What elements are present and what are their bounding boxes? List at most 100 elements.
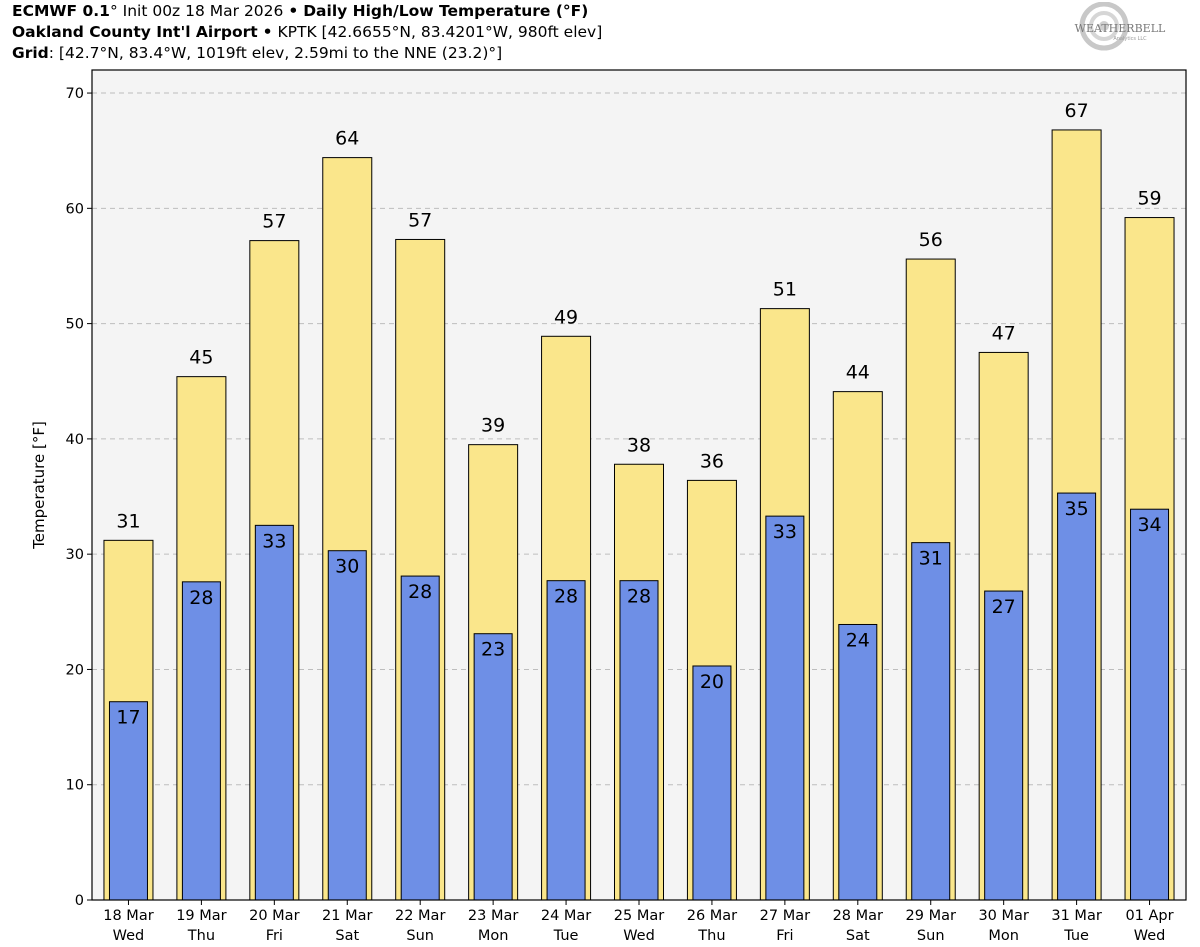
x-tick-date: 28 Mar bbox=[833, 908, 883, 924]
y-tick-label: 20 bbox=[66, 662, 84, 678]
low-bar bbox=[327, 550, 367, 901]
x-tick-date: 21 Mar bbox=[322, 908, 372, 924]
station-info: KPTK [42.6655°N, 83.4201°W, 980ft elev] bbox=[277, 23, 603, 41]
grid-label: Grid bbox=[12, 44, 49, 62]
x-tick-weekday: Fri bbox=[776, 928, 793, 944]
x-tick-weekday: Wed bbox=[1134, 928, 1166, 944]
high-value-label: 49 bbox=[554, 306, 578, 328]
low-bar bbox=[546, 580, 586, 901]
high-value-label: 57 bbox=[262, 211, 286, 233]
y-tick-label: 70 bbox=[66, 86, 84, 102]
weatherbell-logo: WEATHERBELL Analytics LLC bbox=[1075, 2, 1166, 51]
high-value-label: 59 bbox=[1137, 188, 1161, 210]
y-axis: 0 10 20 30 40 50 60 70 bbox=[66, 86, 92, 909]
x-tick-date: 22 Mar bbox=[395, 908, 445, 924]
low-value-label: 28 bbox=[627, 586, 651, 608]
x-tick-date: 24 Mar bbox=[541, 908, 591, 924]
high-value-label: 31 bbox=[116, 510, 140, 532]
low-value-label: 30 bbox=[335, 556, 359, 578]
chart-header-line-1: ECMWF 0.1° Init 00z 18 Mar 2026 • Daily … bbox=[12, 0, 588, 22]
low-value-label: 34 bbox=[1137, 514, 1161, 536]
model-degree-mark: ° bbox=[109, 2, 118, 20]
low-value-label: 28 bbox=[189, 587, 213, 609]
x-tick-weekday: Thu bbox=[187, 928, 215, 944]
y-tick-label: 40 bbox=[66, 432, 84, 448]
init-time: Init 00z 18 Mar 2026 bbox=[122, 2, 284, 20]
low-value-label: 35 bbox=[1065, 498, 1089, 520]
low-value-label: 28 bbox=[554, 586, 578, 608]
x-tick-weekday: Mon bbox=[988, 928, 1019, 944]
x-tick-date: 27 Mar bbox=[760, 908, 810, 924]
y-tick-label: 60 bbox=[66, 201, 84, 217]
header-bullet-2: • bbox=[262, 23, 273, 41]
low-bar bbox=[619, 580, 659, 901]
high-value-label: 47 bbox=[992, 322, 1016, 344]
low-bar bbox=[181, 581, 221, 901]
chart-header-line-3: Grid: [42.7°N, 83.4°W, 1019ft elev, 2.59… bbox=[12, 42, 502, 64]
chart-title: Daily High/Low Temperature (°F) bbox=[303, 2, 589, 20]
x-tick-date: 31 Mar bbox=[1051, 908, 1101, 924]
low-bar bbox=[473, 633, 513, 901]
low-value-label: 24 bbox=[846, 629, 870, 651]
high-value-label: 67 bbox=[1065, 100, 1089, 122]
low-value-label: 20 bbox=[700, 671, 724, 693]
high-value-label: 44 bbox=[846, 362, 870, 384]
logo-subtext: Analytics LLC bbox=[1113, 36, 1147, 42]
x-tick-weekday: Wed bbox=[623, 928, 655, 944]
high-value-label: 45 bbox=[189, 347, 213, 369]
x-tick-date: 23 Mar bbox=[468, 908, 518, 924]
station-name: Oakland County Int'l Airport bbox=[12, 23, 258, 41]
x-tick-weekday: Sun bbox=[917, 928, 945, 944]
bars bbox=[103, 129, 1175, 901]
y-tick-label: 50 bbox=[66, 317, 84, 333]
logo-swirl-icon bbox=[1079, 2, 1129, 51]
x-tick-weekday: Tue bbox=[553, 928, 579, 944]
low-bar bbox=[984, 590, 1024, 901]
low-bar bbox=[765, 515, 805, 901]
high-value-label: 51 bbox=[773, 279, 797, 301]
x-tick-date: 30 Mar bbox=[978, 908, 1028, 924]
x-tick-date: 26 Mar bbox=[687, 908, 737, 924]
x-tick-weekday: Thu bbox=[697, 928, 725, 944]
low-value-label: 31 bbox=[919, 548, 943, 570]
low-bar bbox=[911, 542, 951, 901]
low-value-label: 27 bbox=[992, 596, 1016, 618]
x-tick-weekday: Wed bbox=[113, 928, 145, 944]
high-value-label: 38 bbox=[627, 434, 651, 456]
x-tick-date: 25 Mar bbox=[614, 908, 664, 924]
low-bar bbox=[1057, 492, 1097, 901]
low-value-label: 33 bbox=[262, 530, 286, 552]
x-tick-date: 18 Mar bbox=[103, 908, 153, 924]
model-name: ECMWF 0.1 bbox=[12, 2, 110, 20]
chart-header-line-2: Oakland County Int'l Airport • KPTK [42.… bbox=[12, 21, 602, 43]
x-tick-date: 19 Mar bbox=[176, 908, 226, 924]
y-tick-label: 10 bbox=[66, 778, 84, 794]
x-axis: 18 Mar Wed 19 Mar Thu 20 Mar Fri 21 Mar Sat 22 M… bbox=[103, 900, 1174, 944]
y-tick-label: 0 bbox=[75, 893, 84, 909]
x-tick-date: 01 Apr bbox=[1125, 908, 1173, 924]
x-tick-date: 20 Mar bbox=[249, 908, 299, 924]
low-value-label: 23 bbox=[481, 639, 505, 661]
low-bar bbox=[254, 524, 294, 901]
y-tick-label: 30 bbox=[66, 547, 84, 563]
x-tick-weekday: Sat bbox=[335, 928, 359, 944]
low-bar bbox=[838, 623, 878, 901]
x-tick-weekday: Fri bbox=[266, 928, 283, 944]
logo-text: WEATHERBELL bbox=[1075, 22, 1166, 35]
x-tick-weekday: Sat bbox=[846, 928, 870, 944]
low-bar bbox=[400, 575, 440, 901]
x-tick-weekday: Tue bbox=[1063, 928, 1089, 944]
low-bar bbox=[1130, 508, 1170, 901]
high-value-label: 39 bbox=[481, 415, 505, 437]
y-axis-label: Temperature [°F] bbox=[30, 421, 48, 550]
low-value-label: 33 bbox=[773, 521, 797, 543]
grid-info: : [42.7°N, 83.4°W, 1019ft elev, 2.59mi t… bbox=[48, 44, 503, 62]
low-value-label: 28 bbox=[408, 581, 432, 603]
x-tick-date: 29 Mar bbox=[906, 908, 956, 924]
high-value-label: 64 bbox=[335, 128, 359, 150]
x-tick-weekday: Sun bbox=[406, 928, 434, 944]
low-bar bbox=[108, 701, 148, 901]
header-bullet-1: • bbox=[288, 2, 299, 20]
high-value-label: 36 bbox=[700, 450, 724, 472]
